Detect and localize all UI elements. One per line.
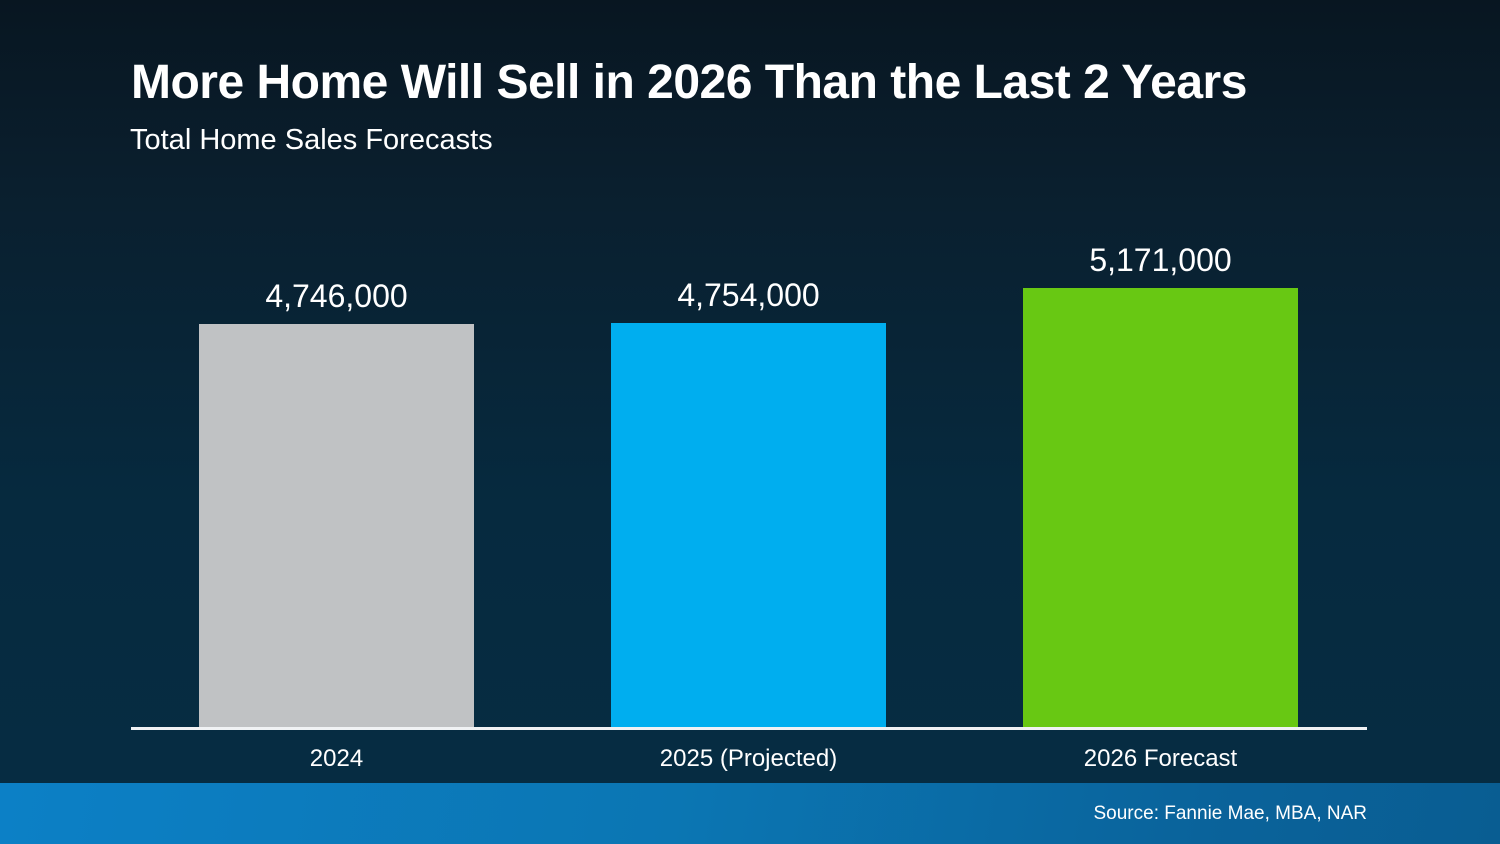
footer-band: Source: Fannie Mae, MBA, NAR <box>0 783 1500 844</box>
value-label-2024: 4,746,000 <box>265 278 408 314</box>
category-label-2026-forecast: 2026 Forecast <box>1083 745 1238 772</box>
value-label-2026-forecast: 5,171,000 <box>1089 242 1232 278</box>
bar-2025-projected <box>611 323 886 727</box>
source-credit: Source: Fannie Mae, MBA, NAR <box>1093 802 1368 824</box>
slide-subtitle: Total Home Sales Forecasts <box>130 124 493 156</box>
category-label-2024: 2024 <box>309 745 364 772</box>
bar-2026-forecast <box>1023 288 1298 727</box>
x-axis-line <box>131 727 1367 730</box>
category-label-2025-projected: 2025 (Projected) <box>659 745 838 772</box>
slide-title: More Home Will Sell in 2026 Than the Las… <box>131 56 1247 109</box>
value-label-2025-projected: 4,754,000 <box>677 277 820 313</box>
bar-2024 <box>199 324 474 727</box>
